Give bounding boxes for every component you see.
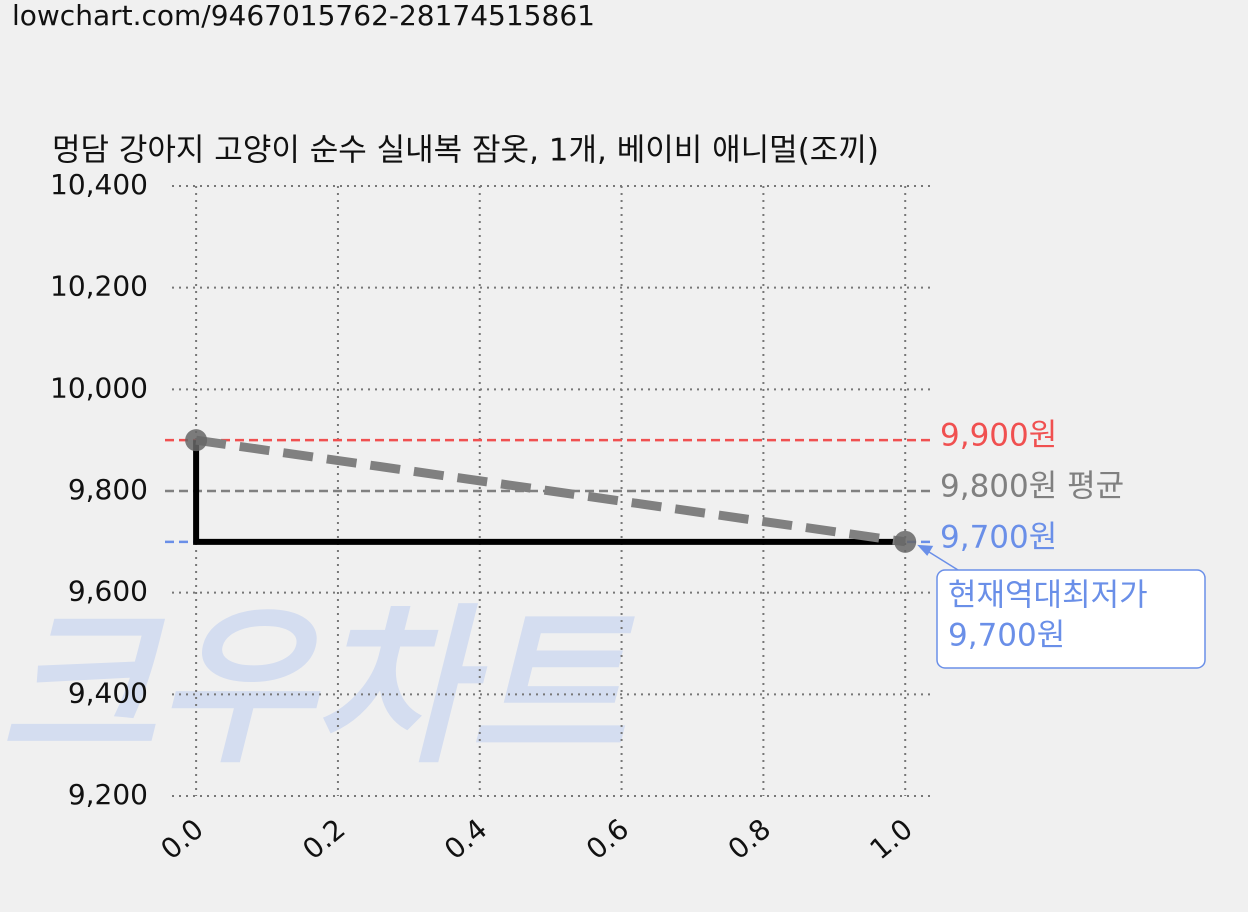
reference-label: 9,800원 평균 (940, 469, 1124, 505)
x-tick-label: 0.6 (580, 812, 635, 866)
price-line (193, 440, 906, 545)
x-tick-label: 0.0 (154, 812, 209, 866)
point (894, 530, 917, 553)
x-tick-label: 0.8 (722, 812, 777, 866)
annotation-text: 9,700원 (948, 618, 1065, 654)
annotation-text: 현재역대최저가 (948, 578, 1148, 614)
y-tick-label: 9,200 (68, 778, 148, 811)
y-tick-label: 9,400 (68, 676, 148, 709)
reference-label: 9,700원 (940, 519, 1057, 555)
watermark: 크우차트 (0, 589, 635, 787)
y-tick-label: 10,400 (50, 168, 148, 201)
annotation-arrowhead (917, 544, 934, 556)
x-tick-label: 1.0 (864, 812, 919, 866)
y-tick-label: 9,600 (68, 575, 148, 608)
point (185, 429, 208, 452)
y-tick-label: 10,000 (50, 371, 148, 404)
annotation-box (936, 569, 1206, 669)
x-tick-label: 0.4 (438, 812, 493, 866)
url: lowchart.com/9467015762-28174515861 (12, 0, 595, 32)
x-tick-label: 0.2 (296, 812, 351, 866)
trend-line (195, 435, 906, 547)
y-tick-label: 9,800 (68, 473, 148, 506)
y-tick-label: 10,200 (50, 270, 148, 303)
chart-title: 멍담 강아지 고양이 순수 실내복 잠옷, 1개, 베이비 애니멀(조끼) (52, 133, 879, 169)
reference-label: 9,900원 (940, 418, 1057, 454)
